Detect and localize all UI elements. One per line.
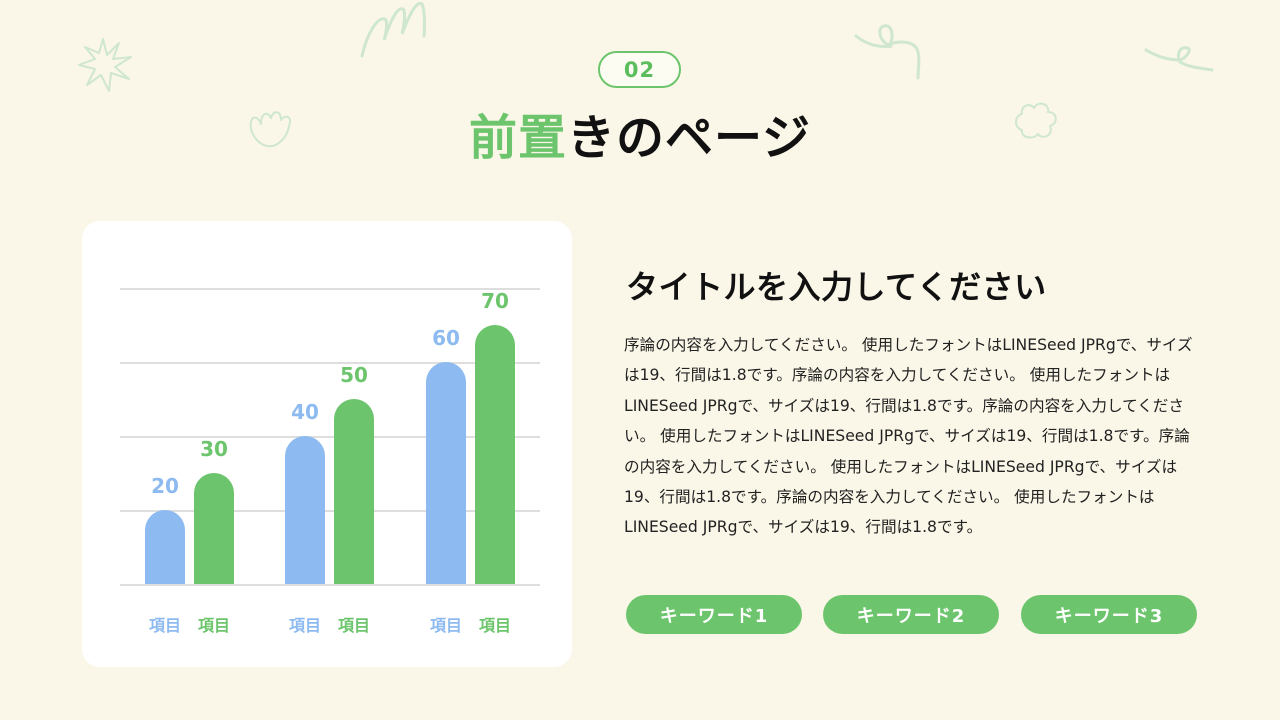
gridline-80: [120, 288, 540, 290]
chart-baseline: [120, 584, 540, 586]
chart-bar-green-2: [334, 399, 374, 584]
chart-bar-blue-1: [145, 510, 185, 584]
curl-doodle-icon: [1142, 44, 1218, 84]
gridline-20: [120, 510, 540, 512]
content-title: タイトルを入力してください: [626, 268, 1047, 306]
bar-value-label: 30: [200, 437, 228, 461]
slide-number-badge: 02: [598, 51, 681, 88]
x-axis-label: 項目: [288, 616, 321, 635]
chart-bar-blue-3: [426, 362, 466, 584]
loop-doodle-icon: [852, 22, 932, 84]
x-axis-label: 項目: [148, 616, 181, 635]
page-title-accent: 前置: [468, 110, 567, 166]
bar-value-label: 60: [432, 326, 460, 350]
cloud-doodle-icon: [1012, 100, 1060, 142]
bar-value-label: 20: [151, 474, 179, 498]
keyword-pill-2[interactable]: キーワード2: [823, 595, 999, 634]
chart-bar-green-3: [475, 325, 515, 584]
star-doodle-icon: [75, 35, 135, 95]
leaf-doodle-icon: [247, 108, 299, 150]
keyword-pill-3[interactable]: キーワード3: [1021, 595, 1197, 634]
chart-bar-green-1: [194, 473, 234, 584]
x-axis-label: 項目: [478, 616, 511, 635]
page-title: 前置きのページ: [0, 98, 1280, 168]
page-title-rest: きのページ: [566, 110, 812, 166]
bar-value-label: 70: [481, 289, 509, 313]
keyword-pill-1[interactable]: キーワード1: [626, 595, 802, 634]
x-axis-label: 項目: [197, 616, 230, 635]
x-axis-label: 項目: [337, 616, 370, 635]
bar-value-label: 40: [291, 400, 319, 424]
squiggle-m-doodle-icon: [358, 0, 438, 62]
gridline-40: [120, 436, 540, 438]
chart-bar-blue-2: [285, 436, 325, 584]
gridline-60: [120, 362, 540, 364]
bar-value-label: 50: [340, 363, 368, 387]
x-axis-label: 項目: [429, 616, 462, 635]
body-paragraph: 序論の内容を入力してください。 使用したフォントはLINESeed JPRgで、…: [624, 336, 1193, 537]
